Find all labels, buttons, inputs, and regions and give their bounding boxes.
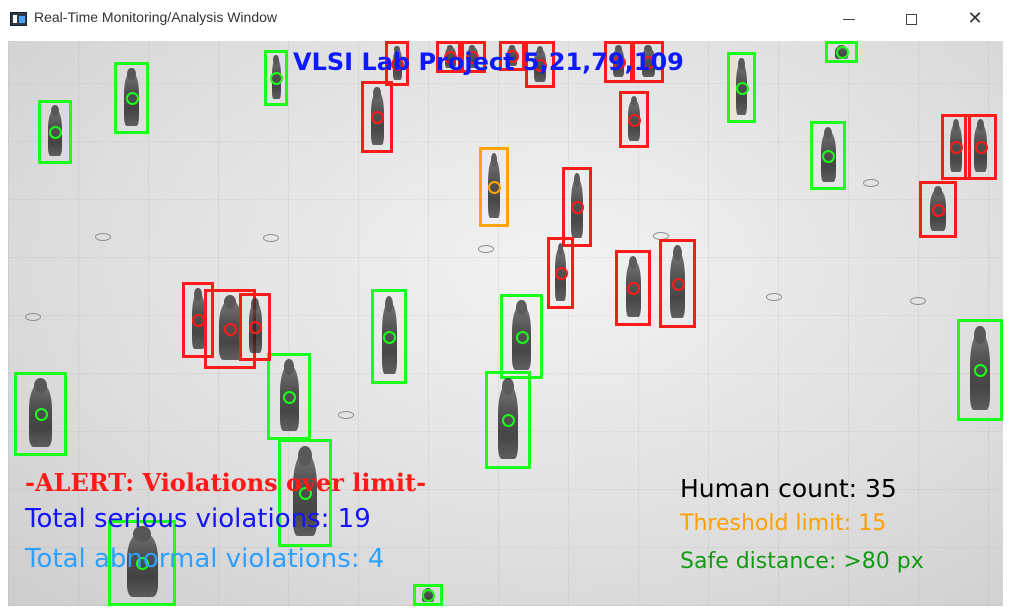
detection-box-serious [964, 114, 997, 180]
centroid-marker [932, 203, 945, 217]
detection-box-safe [264, 50, 288, 106]
centroid-marker [502, 414, 515, 427]
centroid-marker [136, 557, 149, 570]
detection-box-serious [458, 41, 486, 73]
violation-alert: -ALERT: Violations over limit- [25, 468, 427, 497]
centroid-marker [224, 323, 237, 336]
detection-box-abnormal [479, 147, 509, 227]
serious-violations-count: Total serious violations: 19 [25, 504, 371, 534]
pedestrian [126, 526, 158, 597]
centroid-marker [671, 277, 685, 291]
floor-marker [263, 234, 279, 242]
human-count: Human count: 35 [680, 474, 897, 503]
detection-box-safe [727, 52, 756, 123]
centroid-marker [506, 50, 519, 63]
centroid-marker [488, 181, 501, 194]
floor-marker [863, 179, 879, 187]
floor-marker [478, 245, 494, 253]
title-bar[interactable]: Real-Time Monitoring/Analysis Window ✕ [0, 0, 1012, 40]
centroid-marker [49, 126, 62, 139]
detection-box-safe [108, 520, 176, 606]
close-icon: ✕ [967, 8, 983, 29]
detection-box-serious [547, 237, 574, 309]
floor-marker [766, 293, 782, 301]
abnormal-violations-count: Total abnormal violations: 4 [25, 544, 385, 574]
minimize-icon [843, 18, 855, 20]
centroid-marker [422, 589, 435, 602]
detection-box-serious [182, 282, 214, 358]
centroid-marker [383, 330, 396, 344]
centroid-marker [554, 267, 568, 280]
minimize-button[interactable] [826, 0, 872, 40]
centroid-marker [283, 390, 296, 404]
detection-box-safe [14, 372, 67, 456]
detection-box-safe [278, 439, 332, 547]
centroid-marker [822, 149, 835, 163]
centroid-marker [466, 51, 479, 64]
threshold-limit: Threshold limit: 15 [680, 511, 887, 536]
floor-marker [910, 297, 926, 305]
centroid-marker [391, 57, 404, 71]
centroid-marker [534, 58, 547, 72]
centroid-marker [628, 113, 641, 127]
centroid-marker [835, 46, 849, 59]
centroid-marker [974, 141, 988, 154]
project-title: VLSI Lab Project 5,21,79,109 [293, 48, 684, 76]
centroid-marker [371, 111, 384, 124]
detection-box-serious [385, 41, 409, 86]
floor-marker [25, 313, 41, 321]
detection-box-safe [38, 100, 72, 164]
floor-marker [338, 411, 354, 419]
centroid-marker [642, 56, 655, 69]
video-window-icon [10, 12, 27, 26]
centroid-marker [974, 364, 987, 377]
centroid-marker [249, 321, 262, 334]
detection-box-safe [267, 353, 311, 440]
detection-box-serious [499, 41, 525, 71]
detection-box-safe [957, 319, 1003, 421]
detection-box-safe [825, 41, 858, 63]
centroid-marker [735, 81, 749, 95]
centroid-marker [612, 56, 626, 69]
detection-box-serious [615, 250, 651, 326]
detection-box-safe [114, 62, 149, 134]
detection-box-serious [659, 239, 696, 328]
detection-box-serious [562, 167, 592, 247]
detection-box-serious [919, 181, 957, 238]
detection-box-safe [413, 584, 443, 606]
detection-box-safe [485, 371, 531, 469]
detection-box-safe [371, 289, 407, 384]
floor-marker [95, 233, 111, 241]
detection-box-serious [361, 81, 393, 153]
detection-box-safe [810, 121, 846, 190]
maximize-icon [905, 13, 917, 25]
centroid-marker [299, 487, 312, 500]
detection-box-serious [941, 114, 971, 180]
video-frame: VLSI Lab Project 5,21,79,109 -ALERT: Vio… [8, 41, 1003, 606]
window-title: Real-Time Monitoring/Analysis Window [34, 9, 278, 25]
centroid-marker [515, 330, 529, 344]
detection-box-serious [239, 293, 271, 361]
close-button[interactable]: ✕ [952, 0, 998, 40]
detection-box-safe [500, 294, 543, 379]
centroid-marker [125, 92, 139, 105]
centroid-marker [270, 72, 283, 85]
maximize-button[interactable] [888, 0, 934, 40]
centroid-marker [571, 201, 584, 214]
detection-box-serious [632, 41, 664, 83]
detection-box-serious [436, 41, 464, 73]
centroid-marker [950, 141, 963, 154]
centroid-marker [34, 408, 48, 421]
detection-box-serious [619, 91, 649, 148]
safe-distance: Safe distance: >80 px [680, 549, 924, 574]
detection-box-serious [604, 41, 633, 83]
centroid-marker [627, 282, 640, 295]
detection-box-serious [525, 41, 555, 88]
centroid-marker [444, 51, 457, 64]
